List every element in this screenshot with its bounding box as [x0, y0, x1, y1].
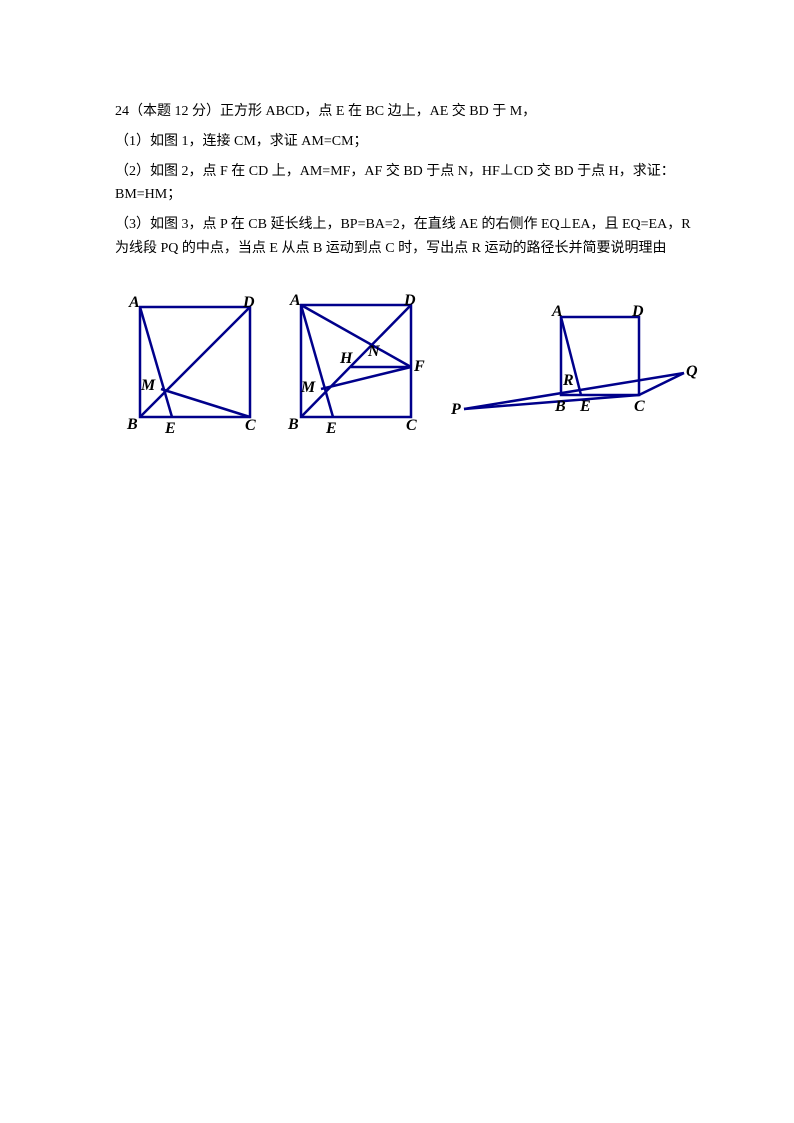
label-C: C: [406, 417, 417, 434]
label-C: C: [634, 398, 645, 415]
figure-1: A D B C E M: [115, 289, 270, 439]
part1: （1）如图 1，连接 CM，求证 AM=CM；: [115, 130, 704, 154]
label-B: B: [554, 398, 566, 415]
label-B: B: [287, 416, 299, 433]
problem-number: 24: [115, 104, 129, 119]
label-E: E: [325, 420, 337, 437]
figures-row: A D B C E M: [115, 289, 704, 439]
stem-text: 正方形 ABCD，点 E 在 BC 边上，AE 交 BD 于 M，: [220, 104, 536, 119]
part2: （2）如图 2，点 F 在 CD 上，AM=MF，AF 交 BD 于点 N，HF…: [115, 160, 704, 208]
label-A: A: [289, 292, 301, 309]
label-N: N: [367, 343, 381, 360]
label-E: E: [579, 398, 591, 415]
label-A: A: [128, 294, 140, 311]
label-C: C: [245, 417, 256, 434]
figure-3: A D P B E C Q R: [446, 289, 701, 439]
label-M: M: [300, 379, 316, 396]
problem-points: （本题 12 分）: [129, 104, 220, 119]
label-B: B: [126, 416, 138, 433]
problem-stem: 24（本题 12 分）正方形 ABCD，点 E 在 BC 边上，AE 交 BD …: [115, 100, 704, 124]
figure-2: A D B C E M H N F: [278, 289, 438, 439]
label-E: E: [164, 420, 176, 437]
problem-text: 24（本题 12 分）正方形 ABCD，点 E 在 BC 边上，AE 交 BD …: [115, 100, 704, 261]
label-D: D: [403, 292, 416, 309]
label-D: D: [242, 294, 255, 311]
label-A: A: [551, 303, 563, 320]
label-M: M: [140, 377, 156, 394]
label-H: H: [339, 350, 353, 367]
label-R: R: [562, 372, 574, 389]
part3: （3）如图 3，点 P 在 CB 延长线上，BP=BA=2，在直线 AE 的右侧…: [115, 213, 704, 261]
label-D: D: [631, 303, 644, 320]
label-Q: Q: [686, 363, 698, 380]
label-F: F: [413, 358, 425, 375]
label-P: P: [450, 401, 461, 418]
